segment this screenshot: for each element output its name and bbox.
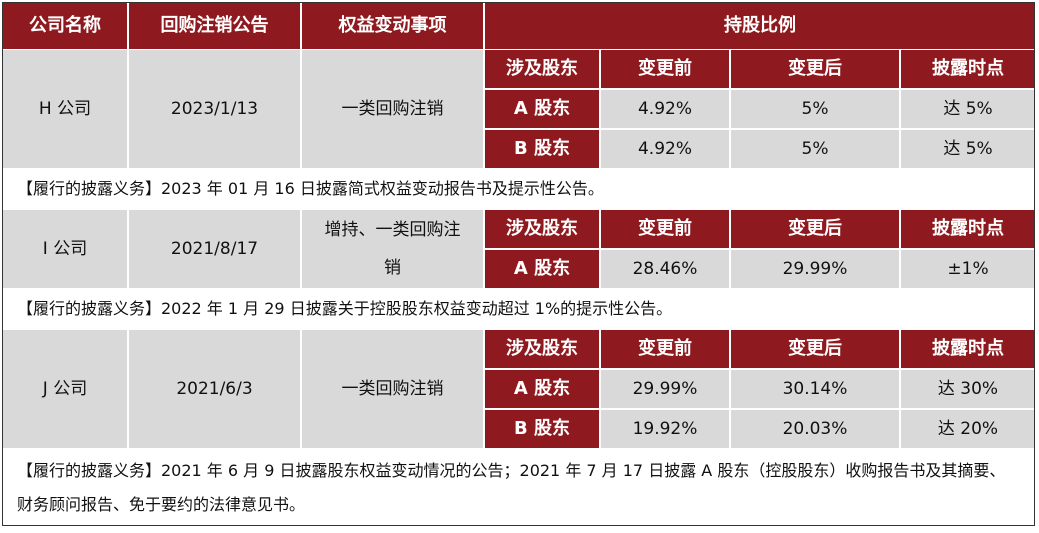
- subheader-after: 变更后: [731, 50, 899, 88]
- shareholder-label: A 股东: [485, 250, 599, 288]
- buyback-date: 2021/6/3: [129, 330, 300, 448]
- header-holding-ratio: 持股比例: [485, 3, 1035, 49]
- shareholder-label: A 股东: [485, 370, 599, 408]
- disclose-point: ±1%: [901, 250, 1035, 288]
- ratio-before: 4.92%: [601, 130, 729, 168]
- disclose-point: 达 30%: [901, 370, 1035, 408]
- ratio-after: 30.14%: [731, 370, 899, 408]
- ratio-after: 5%: [731, 90, 899, 128]
- event-type: 一类回购注销: [302, 50, 483, 168]
- subheader-disclose-point: 披露时点: [901, 50, 1035, 88]
- subheader-before: 变更前: [601, 210, 729, 248]
- subheader-shareholder: 涉及股东: [485, 50, 599, 88]
- company-name: I 公司: [3, 210, 127, 288]
- subheader-shareholder: 涉及股东: [485, 210, 599, 248]
- company-name: J 公司: [3, 330, 127, 448]
- disclosure-note: 【履行的披露义务】2021 年 6 月 9 日披露股东权益变动情况的公告；202…: [3, 450, 1035, 526]
- buyback-date: 2021/8/17: [129, 210, 300, 288]
- ratio-before: 19.92%: [601, 410, 729, 448]
- subheader-disclose-point: 披露时点: [901, 210, 1035, 248]
- disclose-point: 达 20%: [901, 410, 1035, 448]
- subheader-before: 变更前: [601, 50, 729, 88]
- shareholder-label: B 股东: [485, 130, 599, 168]
- disclosure-note: 【履行的披露义务】2023 年 01 月 16 日披露简式权益变动报告书及提示性…: [3, 170, 1035, 208]
- buyback-date: 2023/1/13: [129, 50, 300, 168]
- subheader-before: 变更前: [601, 330, 729, 368]
- subheader-disclose-point: 披露时点: [901, 330, 1035, 368]
- disclosure-note: 【履行的披露义务】2022 年 1 月 29 日披露关于控股股东权益变动超过 1…: [3, 290, 1035, 328]
- shareholder-label: B 股东: [485, 410, 599, 448]
- company-name: H 公司: [3, 50, 127, 168]
- event-type: 一类回购注销: [302, 330, 483, 448]
- subheader-after: 变更后: [731, 210, 899, 248]
- ratio-after: 29.99%: [731, 250, 899, 288]
- ratio-before: 29.99%: [601, 370, 729, 408]
- ratio-after: 20.03%: [731, 410, 899, 448]
- disclose-point: 达 5%: [901, 130, 1035, 168]
- event-type: 增持、一类回购注销: [302, 210, 483, 288]
- header-buyback-notice: 回购注销公告: [129, 3, 300, 49]
- subheader-shareholder: 涉及股东: [485, 330, 599, 368]
- ratio-before: 28.46%: [601, 250, 729, 288]
- disclose-point: 达 5%: [901, 90, 1035, 128]
- subheader-after: 变更后: [731, 330, 899, 368]
- ratio-after: 5%: [731, 130, 899, 168]
- shareholder-label: A 股东: [485, 90, 599, 128]
- header-event: 权益变动事项: [302, 3, 483, 49]
- ratio-before: 4.92%: [601, 90, 729, 128]
- header-company: 公司名称: [3, 3, 127, 49]
